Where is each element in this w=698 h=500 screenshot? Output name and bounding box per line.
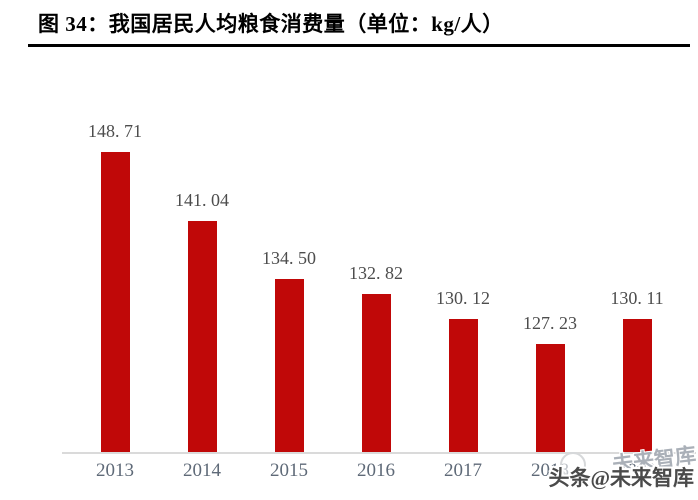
- x-axis-label: 2016: [357, 460, 395, 481]
- x-axis-label: 2013: [96, 460, 134, 481]
- x-axis-label: 2018: [531, 460, 569, 481]
- x-axis-label: 2015: [270, 460, 308, 481]
- bar-value-label: 132. 82: [349, 263, 403, 283]
- bar: [274, 279, 304, 454]
- bar-value-label: 148. 71: [88, 121, 142, 141]
- bar: [448, 319, 478, 454]
- figure-title: 图 34：我国居民人均粮食消费量（单位：kg/人）: [38, 12, 504, 36]
- x-axis-label: 2017: [444, 460, 482, 481]
- bar: [187, 221, 217, 454]
- x-axis-line: [62, 452, 696, 454]
- bar: [361, 294, 391, 454]
- bar: [622, 319, 652, 454]
- bar-value-label: 127. 23: [523, 313, 577, 333]
- bar: [100, 152, 130, 454]
- x-axis-label: 2019: [618, 460, 656, 481]
- x-axis-label: 2014: [183, 460, 221, 481]
- bar-value-label: 130. 11: [610, 288, 664, 308]
- bar-value-label: 134. 50: [262, 248, 316, 268]
- bar: [535, 344, 565, 454]
- title-rule: [28, 44, 690, 47]
- bar-value-label: 130. 12: [436, 288, 490, 308]
- bar-value-label: 141. 04: [175, 190, 229, 210]
